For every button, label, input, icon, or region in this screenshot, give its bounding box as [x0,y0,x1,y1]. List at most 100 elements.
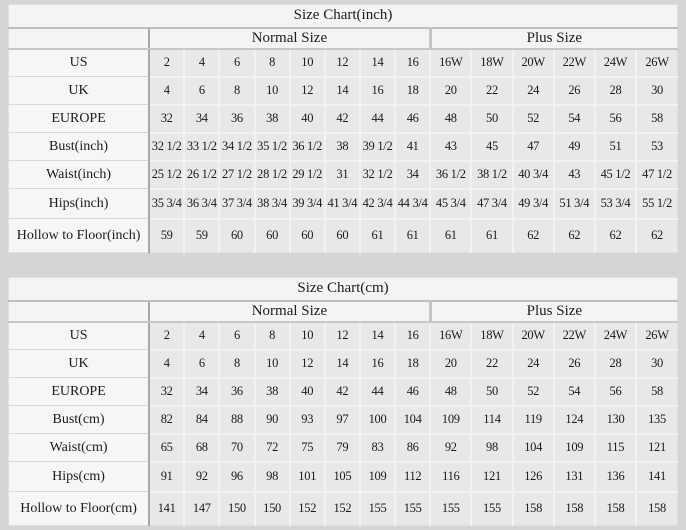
size-cell: 45 3/4 [429,187,472,219]
size-cell: 44 [358,376,396,406]
size-cell: 86 [394,432,431,462]
size-cell: 114 [470,404,513,434]
row-label: US [8,48,151,77]
size-cell: 38 3/4 [253,187,290,219]
size-cell: 152 [323,490,360,526]
table-row: Bust(inch) 32 1/2 33 1/2 34 1/2 35 1/2 36 1/2… [8,131,678,161]
size-cell: 30 [635,348,678,378]
size-cell: 14 [323,75,360,105]
normal-size-header: Normal Size [149,300,431,323]
size-cell: 155 [358,490,396,526]
size-cell: 92 [429,432,472,462]
table-title: Size Chart(inch) [8,4,678,29]
size-chart-cm-table: Size Chart(cm) Normal Size Plus Size US 2 4 6 8… [8,277,678,526]
size-cell: 14 [358,47,396,77]
size-cell: 92 [183,460,220,492]
size-cell: 14 [323,348,360,378]
size-cell: 24 [511,348,554,378]
size-cell: 158 [593,490,637,526]
size-cell: 29 1/2 [288,159,325,189]
normal-size-header: Normal Size [149,27,431,50]
size-cell: 56 [593,103,637,133]
size-cell: 49 [552,131,595,161]
size-cell: 54 [552,103,595,133]
table-row: EUROPE 32 34 36 38 40 42 44 46 48 50 52 54 56 58 [8,103,678,133]
size-cell: 28 [593,75,637,105]
size-cell: 41 [394,131,431,161]
size-cell: 26W [635,47,678,77]
size-cell: 12 [288,348,325,378]
size-cell: 4 [148,348,185,378]
size-cell: 61 [358,217,396,253]
size-cell: 141 [148,490,185,526]
row-label: UK [8,76,151,105]
size-cell: 44 3/4 [394,187,431,219]
table-title-row: Size Chart(cm) [8,277,678,302]
size-cell: 104 [394,404,431,434]
size-cell: 38 [253,376,290,406]
row-label: Hollow to Floor(cm) [8,491,151,526]
row-label: Hollow to Floor(inch) [8,218,151,253]
size-cell: 48 [429,103,472,133]
size-cell: 6 [218,320,255,350]
corner-cell [8,300,151,323]
size-cell: 12 [288,75,325,105]
table-row: EUROPE 32 34 36 38 40 42 44 46 48 50 52 54 56 58 [8,376,678,406]
size-cell: 124 [552,404,595,434]
table-row: Bust(cm) 82 84 88 90 93 97 100 104 109 114 119 124 13… [8,404,678,434]
size-cell: 18 [394,348,431,378]
size-cell: 109 [552,432,595,462]
size-cell: 6 [218,47,255,77]
size-cell: 126 [511,460,554,492]
size-cell: 155 [429,490,472,526]
size-cell: 16 [358,75,396,105]
table-row: Hollow to Floor(cm) 141 147 150 150 152 152 155… [8,490,678,526]
size-cell: 32 [148,103,185,133]
size-cell: 68 [183,432,220,462]
size-cell: 119 [511,404,554,434]
size-cell: 26 [552,75,595,105]
size-cell: 8 [253,320,290,350]
size-cell: 37 3/4 [218,187,255,219]
row-label: UK [8,349,151,378]
size-cell: 130 [593,404,637,434]
size-cell: 16W [429,47,472,77]
table-title: Size Chart(cm) [8,277,678,302]
size-cell: 4 [148,75,185,105]
size-cell: 155 [394,490,431,526]
size-cell: 42 [323,103,360,133]
size-cell: 24W [593,47,637,77]
size-cell: 20 [429,348,472,378]
size-cell: 39 1/2 [358,131,396,161]
size-cell: 50 [470,376,513,406]
size-cell: 62 [593,217,637,253]
size-cell: 60 [323,217,360,253]
size-cell: 115 [593,432,637,462]
size-cell: 42 [323,376,360,406]
size-cell: 98 [253,460,290,492]
size-cell: 51 [593,131,637,161]
row-label: EUROPE [8,377,151,406]
size-cell: 8 [218,75,255,105]
size-cell: 49 3/4 [511,187,554,219]
plus-size-header: Plus Size [428,27,678,50]
size-cell: 60 [253,217,290,253]
size-cell: 83 [358,432,396,462]
size-cell: 158 [552,490,595,526]
size-cell: 62 [635,217,678,253]
size-cell: 24W [593,320,637,350]
size-cell: 79 [323,432,360,462]
size-cell: 34 [183,103,220,133]
table-row: US 2 4 6 8 10 12 14 16 16W 18W 20W 22W 24W 26W [8,47,678,77]
size-cell: 61 [429,217,472,253]
table-row: Waist(inch) 25 1/2 26 1/2 27 1/2 28 1/2 29 1/… [8,159,678,189]
size-cell: 44 [358,103,396,133]
size-cell: 59 [148,217,185,253]
size-cell: 38 [253,103,290,133]
size-cell: 32 1/2 [358,159,396,189]
size-cell: 43 [552,159,595,189]
size-cell: 50 [470,103,513,133]
size-cell: 105 [323,460,360,492]
size-cell: 141 [635,460,678,492]
